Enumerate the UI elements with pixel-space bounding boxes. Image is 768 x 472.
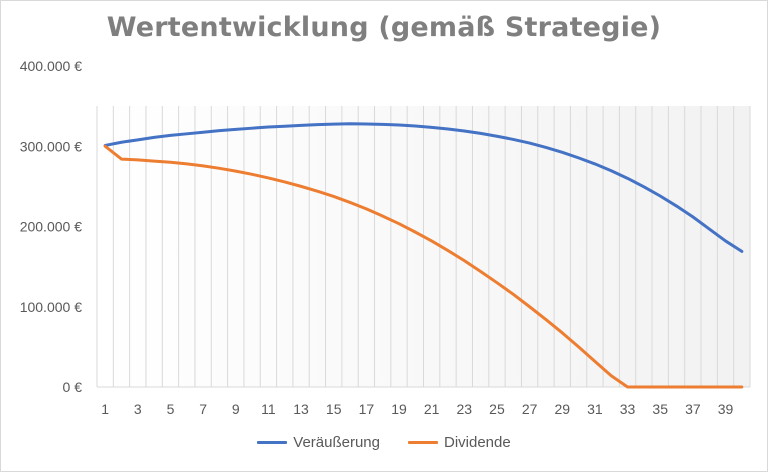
x-tick-label: 31	[587, 401, 603, 417]
legend-swatch-veraeusserung	[257, 441, 288, 444]
legend: Veräußerung Dividende	[0, 434, 768, 451]
y-tick-label: 300.000 €	[20, 138, 82, 154]
y-axis-ticks: 0 € 100.000 € 200.000 € 300.000 € 400.000 €	[20, 58, 83, 395]
legend-label-veraeusserung: Veräußerung	[293, 434, 380, 451]
y-tick-label: 0 €	[63, 379, 83, 395]
x-tick-label: 27	[522, 401, 538, 417]
x-tick-label: 3	[134, 401, 142, 417]
x-tick-label: 29	[554, 401, 570, 417]
legend-item-veraeusserung[interactable]: Veräußerung	[257, 434, 380, 451]
x-tick-label: 25	[489, 401, 505, 417]
legend-item-dividende[interactable]: Dividende	[408, 434, 511, 451]
y-tick-label: 400.000 €	[20, 58, 82, 74]
series-line-veraeusserung	[103, 122, 744, 253]
x-tick-label: 17	[359, 401, 375, 417]
x-tick-label: 7	[199, 401, 207, 417]
x-tick-label: 19	[391, 401, 407, 417]
x-tick-label: 35	[652, 401, 668, 417]
x-tick-label: 37	[685, 401, 701, 417]
x-tick-label: 11	[261, 401, 276, 417]
x-tick-label: 33	[620, 401, 636, 417]
gridlines	[96, 106, 751, 387]
legend-label-dividende: Dividende	[444, 434, 511, 451]
x-tick-label: 39	[718, 401, 734, 417]
x-tick-label: 23	[457, 401, 473, 417]
series-lines	[103, 122, 744, 389]
x-tick-label: 21	[424, 401, 440, 417]
series-line-dividende	[103, 144, 744, 389]
y-tick-label: 100.000 €	[20, 299, 82, 315]
x-tick-label: 15	[326, 401, 342, 417]
x-tick-label: 5	[167, 401, 175, 417]
x-axis-ticks: 1 3 5 7 9 11 13 15 17 19 21 23 25 27 29 31 33 35 37 39	[101, 401, 733, 417]
y-tick-label: 200.000 €	[20, 219, 82, 235]
x-tick-label: 13	[293, 401, 309, 417]
legend-swatch-dividende	[408, 441, 438, 444]
x-tick-label: 1	[101, 401, 109, 417]
chart-title: Wertentwicklung (gemäß Strategie)	[106, 12, 662, 43]
x-tick-label: 9	[232, 401, 240, 417]
